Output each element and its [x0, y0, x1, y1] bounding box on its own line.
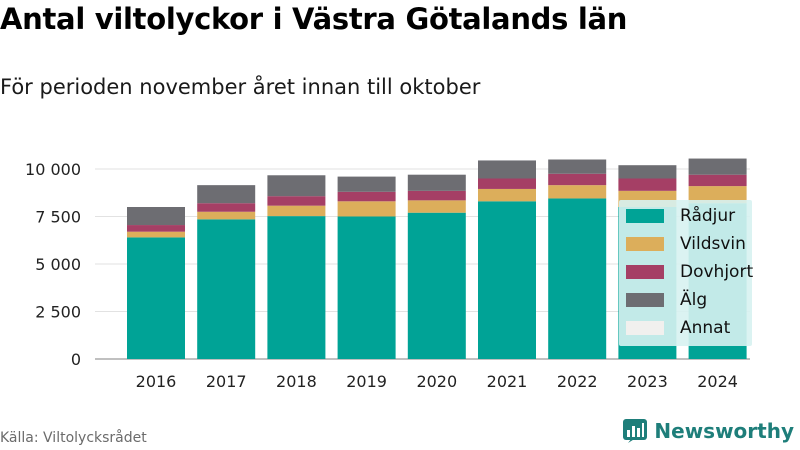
- bars: [127, 158, 747, 359]
- legend-swatch: [626, 293, 664, 307]
- source-note: Källa: Viltolycksrådet: [0, 430, 147, 446]
- legend-swatch: [626, 265, 664, 279]
- bar-segment: [407, 174, 466, 191]
- x-tick-label: 2022: [557, 372, 598, 391]
- y-tick-label: 7 500: [35, 208, 81, 227]
- bar-segment: [127, 225, 185, 232]
- legend-item: Rådjur: [626, 206, 736, 226]
- bar-segment: [548, 159, 607, 174]
- bar-segment: [267, 196, 326, 206]
- bar-segment: [478, 160, 536, 179]
- bar-segment: [127, 231, 185, 238]
- legend-swatch: [626, 209, 664, 223]
- bar-segment: [688, 158, 747, 175]
- bar-segment: [618, 165, 677, 179]
- x-tick-label: 2023: [627, 372, 668, 391]
- y-tick-label: 5 000: [35, 255, 81, 274]
- bar-segment: [197, 219, 256, 359]
- legend-swatch: [626, 237, 664, 251]
- bar-segment: [197, 203, 256, 212]
- bar-segment: [548, 198, 607, 359]
- legend-swatch: [626, 321, 664, 335]
- bar-segment: [267, 205, 326, 217]
- bar-segment: [478, 201, 536, 359]
- bar-segment: [127, 237, 185, 359]
- bar-segment: [337, 191, 396, 202]
- chart-title: Antal viltolyckor i Västra Götalands län: [0, 2, 628, 36]
- bar-segment: [407, 212, 466, 359]
- bar-segment: [688, 186, 747, 204]
- legend-item: Dovhjort: [626, 262, 754, 282]
- x-tick-label: 2016: [136, 372, 177, 391]
- y-tick-label: 2 500: [35, 303, 81, 322]
- y-tick-label: 0: [71, 350, 81, 369]
- bar-segment: [337, 176, 396, 192]
- y-tick-label: 10 000: [25, 160, 81, 179]
- x-tick-labels: 2016 2017 2018 2019 2020 2021 2022 2023 2024: [136, 372, 738, 391]
- brand-name: Newsworthy: [654, 419, 794, 443]
- bar-segment: [478, 188, 536, 202]
- brand-logo: Newsworthy: [622, 418, 794, 444]
- bar-segment: [688, 174, 747, 187]
- newsworthy-logo-icon: [623, 419, 648, 443]
- bar-segment: [618, 178, 677, 191]
- bar-segment: [407, 200, 466, 213]
- chart-subtitle: För perioden november året innan till ok…: [0, 75, 481, 99]
- x-tick-label: 2021: [487, 372, 528, 391]
- x-tick-label: 2017: [206, 372, 247, 391]
- legend-label: Vildsvin: [680, 234, 746, 254]
- bar-segment: [267, 175, 326, 197]
- bar-segment: [267, 216, 326, 359]
- legend-label: Rådjur: [680, 206, 736, 226]
- x-tick-label: 2019: [346, 372, 387, 391]
- legend-label: Annat: [680, 318, 731, 338]
- bar-segment: [197, 211, 256, 220]
- bar-segment: [127, 207, 185, 226]
- x-tick-label: 2018: [276, 372, 317, 391]
- bar-segment: [548, 173, 607, 186]
- legend-item: Älg: [626, 290, 708, 310]
- x-tick-label: 2024: [697, 372, 738, 391]
- bar-segment: [337, 216, 396, 359]
- bar-segment: [337, 201, 396, 217]
- y-tick-labels: 0 2 500 5 000 7 500 10 000: [25, 160, 81, 369]
- legend-label: Älg: [680, 290, 708, 310]
- bar-segment: [407, 190, 466, 201]
- bar-segment: [197, 185, 256, 204]
- x-tick-label: 2020: [416, 372, 457, 391]
- legend-label: Dovhjort: [680, 262, 754, 282]
- legend-item: Annat: [626, 318, 731, 338]
- legend-item: Vildsvin: [626, 234, 746, 254]
- bar-segment: [478, 178, 536, 189]
- bar-segment: [548, 185, 607, 199]
